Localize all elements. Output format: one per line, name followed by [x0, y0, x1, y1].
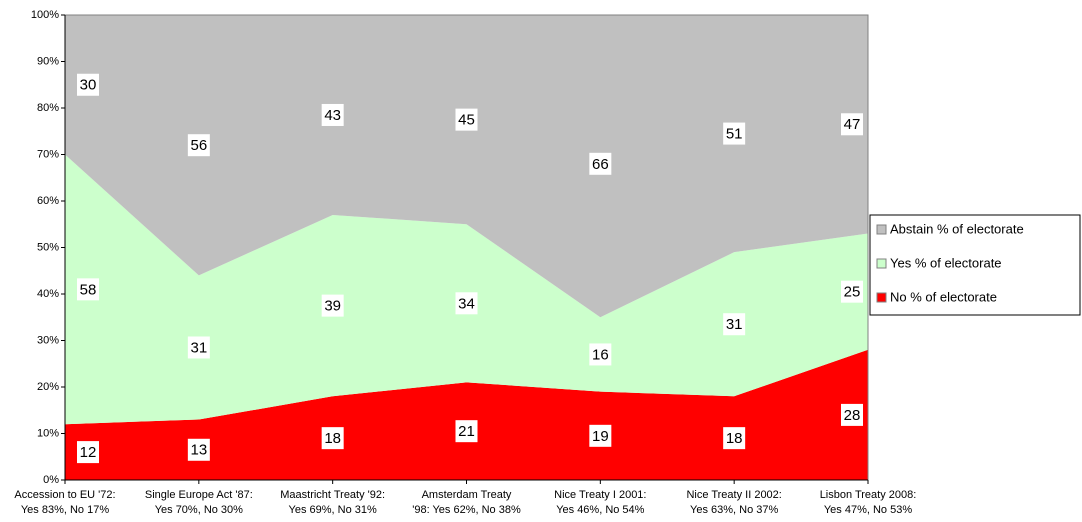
value-label: 21 — [458, 423, 475, 440]
area — [65, 349, 868, 480]
x-tick-label: Yes 83%, No 17% — [21, 504, 109, 516]
y-tick-label: 30% — [37, 334, 59, 346]
legend-swatch — [876, 224, 887, 235]
value-label: 31 — [726, 316, 743, 333]
y-tick-label: 10% — [37, 427, 59, 439]
value-label: 56 — [190, 137, 207, 154]
x-tick-label: Yes 47%, No 53% — [824, 504, 912, 516]
value-label: 18 — [726, 430, 743, 447]
legend-label: No % of electorate — [890, 289, 997, 304]
value-label-box — [455, 420, 478, 443]
x-tick-label: Nice Treaty I 2001: — [554, 489, 646, 501]
value-label-box — [77, 441, 99, 464]
value-label-box — [455, 292, 478, 315]
x-tick-label: Yes 46%, No 54% — [556, 504, 644, 516]
area — [65, 15, 868, 318]
value-label-box — [77, 278, 99, 301]
value-label-box — [841, 403, 863, 426]
value-label-box — [321, 427, 344, 450]
value-label-box — [321, 103, 344, 126]
value-label: 66 — [592, 156, 609, 173]
value-label: 28 — [844, 407, 861, 424]
value-label-box — [589, 343, 612, 366]
value-label: 31 — [190, 339, 207, 356]
value-label: 47 — [844, 116, 861, 133]
value-label: 16 — [592, 346, 609, 363]
y-tick-label: 0% — [43, 474, 59, 486]
x-tick-label: Accession to EU '72: — [14, 489, 115, 501]
value-label-box — [187, 336, 210, 359]
x-tick-label: '98: Yes 62%, No 38% — [412, 504, 521, 516]
value-label-box — [187, 438, 210, 461]
value-label: 19 — [592, 428, 609, 445]
value-label-box — [187, 134, 210, 157]
value-label: 43 — [324, 107, 341, 124]
x-tick-label: Yes 70%, No 30% — [155, 504, 243, 516]
y-tick-label: 40% — [37, 288, 59, 300]
y-tick-label: 90% — [37, 55, 59, 67]
y-tick-label: 50% — [37, 241, 59, 253]
value-label-box — [77, 73, 99, 96]
y-tick-label: 60% — [37, 195, 59, 207]
value-label-box — [723, 427, 746, 450]
plot-area — [65, 15, 868, 480]
x-tick-label: Maastricht Treaty '92: — [280, 489, 385, 501]
value-label-box — [723, 122, 746, 145]
value-label: 30 — [80, 77, 97, 94]
x-tick-label: Yes 63%, No 37% — [690, 504, 778, 516]
y-tick-label: 80% — [37, 102, 59, 114]
value-label-box — [589, 152, 612, 175]
value-label-box — [841, 280, 863, 303]
value-label: 58 — [80, 281, 97, 298]
x-tick-label: Yes 69%, No 31% — [289, 504, 377, 516]
value-label: 25 — [844, 284, 861, 301]
value-label-box — [321, 294, 344, 317]
x-tick-label: Single Europe Act '87: — [145, 489, 253, 501]
y-tick-label: 70% — [37, 148, 59, 160]
legend-swatch — [876, 258, 887, 269]
value-label: 13 — [190, 442, 207, 459]
value-label-box — [841, 113, 863, 136]
value-label-box — [455, 108, 478, 131]
x-tick-label: Lisbon Treaty 2008: — [820, 489, 917, 501]
value-label: 39 — [324, 298, 341, 315]
legend-swatch — [876, 292, 887, 303]
value-label: 51 — [726, 126, 743, 143]
y-tick-label: 20% — [37, 381, 59, 393]
legend-label: Yes % of electorate — [890, 255, 1002, 270]
legend-box — [869, 214, 1081, 316]
area — [65, 154, 868, 425]
value-label: 45 — [458, 112, 475, 129]
x-tick-label: Amsterdam Treaty — [422, 489, 512, 501]
value-label: 12 — [80, 444, 97, 461]
x-tick-label: Nice Treaty II 2002: — [686, 489, 781, 501]
value-label-box — [589, 424, 612, 447]
value-label-box — [723, 313, 746, 336]
value-label: 18 — [324, 430, 341, 447]
legend-label: Abstain % of electorate — [890, 221, 1024, 236]
value-label: 34 — [458, 295, 475, 312]
y-tick-label: 100% — [31, 9, 59, 21]
